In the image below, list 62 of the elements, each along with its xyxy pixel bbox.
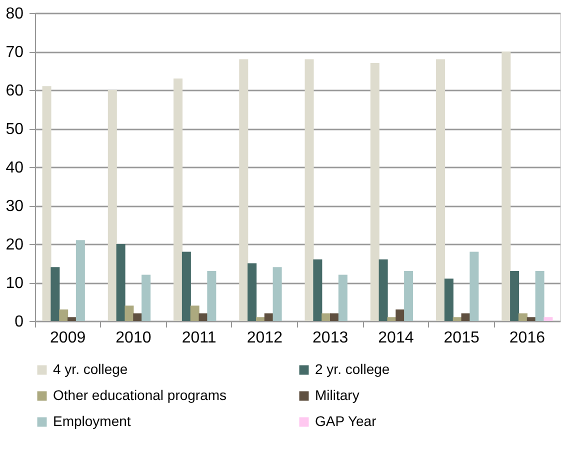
bar	[124, 306, 134, 321]
bar	[436, 59, 446, 321]
bar	[190, 306, 200, 321]
bar	[108, 90, 117, 321]
bar	[174, 78, 183, 321]
legend-label: Other educational programs	[53, 387, 227, 403]
bar	[510, 270, 520, 321]
legend-label: Employment	[53, 413, 131, 429]
bar	[239, 59, 248, 321]
bar	[404, 270, 414, 321]
bar	[76, 240, 85, 321]
y-tick-label: 50	[6, 121, 24, 138]
bar	[378, 259, 388, 321]
bar	[452, 317, 462, 321]
bar	[248, 263, 257, 321]
y-tick-label: 80	[6, 6, 24, 22]
bar	[68, 317, 77, 321]
bar	[42, 86, 52, 321]
x-tick-label: 2013	[312, 330, 348, 346]
bar	[116, 244, 126, 321]
bar	[502, 52, 511, 321]
bar	[272, 267, 282, 321]
y-tick-label: 60	[6, 82, 24, 100]
x-tick-label: 2015	[444, 330, 480, 346]
y-tick-label: 10	[6, 275, 24, 292]
bar	[322, 313, 331, 321]
legend-label: Military	[315, 387, 360, 403]
y-tick-label: 20	[6, 236, 24, 254]
x-tick-label: 2011	[182, 330, 216, 346]
bar	[313, 259, 322, 321]
bar	[396, 309, 405, 321]
bar	[304, 59, 314, 321]
bar	[338, 274, 348, 321]
bar	[256, 317, 265, 321]
y-tick-label: 0	[14, 314, 24, 330]
bar	[264, 313, 274, 321]
bar	[370, 63, 380, 321]
bar	[330, 313, 340, 321]
legend-label: 2 yr. college	[315, 361, 390, 377]
bar	[207, 270, 216, 321]
bar	[387, 317, 396, 321]
bar	[470, 252, 479, 321]
y-tick-label: 30	[6, 198, 24, 215]
bar	[444, 278, 454, 321]
x-tick-label: 2010	[116, 330, 152, 346]
bar	[535, 270, 544, 321]
bar	[182, 252, 191, 321]
y-tick-label: 70	[6, 44, 24, 61]
y-tick-label: 40	[6, 160, 24, 176]
bar	[142, 274, 151, 321]
bar	[59, 309, 68, 321]
bar	[518, 313, 528, 321]
legend-label: 4 yr. college	[53, 361, 128, 377]
x-tick-label: 2016	[509, 330, 546, 346]
x-tick-label: 2009	[50, 330, 86, 346]
x-tick-label: 2012	[246, 330, 283, 346]
bar	[526, 317, 536, 321]
x-tick-label: 2014	[378, 330, 414, 346]
bar	[133, 313, 142, 321]
legend-label: GAP Year	[315, 413, 377, 429]
bar	[544, 317, 553, 321]
bar	[50, 267, 60, 321]
